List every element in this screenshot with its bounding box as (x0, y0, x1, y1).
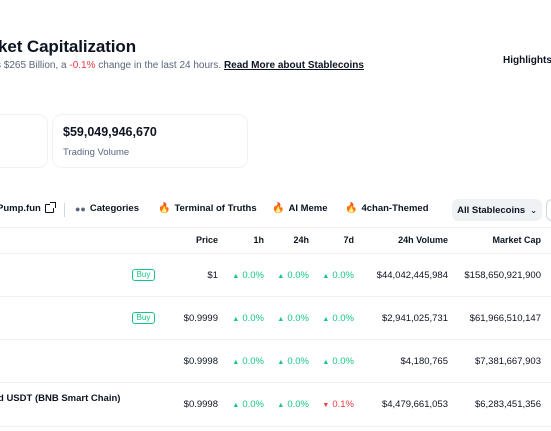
volume-cell: $4,479,661,053 (381, 399, 448, 410)
fire-icon: 🔥 (272, 203, 285, 214)
filter-terminal-label: Terminal of Truths (174, 203, 257, 214)
change-h1: ▲ 0.0% (232, 399, 264, 410)
filter-pumpfun-label: Pump.fun (0, 203, 41, 214)
highlights-toggle[interactable]: Highlights (503, 55, 551, 66)
change-value: 0.0% (242, 356, 264, 367)
caret-up-icon: ▲ (322, 359, 330, 366)
mcap-cell: $7,381,667,903 (474, 356, 541, 367)
mcap-cell: $61,966,510,147 (469, 313, 541, 324)
stat-card-trading-volume: $59,049,946,670 Trading Volume (52, 114, 248, 168)
table-top-border (0, 227, 551, 228)
buy-button[interactable]: Buy (132, 312, 155, 324)
price-cell: $0.9998 (183, 356, 218, 367)
filter-4chan-label: 4chan-Themed (361, 203, 429, 214)
fire-icon: 🔥 (158, 203, 171, 214)
caret-up-icon: ▲ (277, 402, 285, 409)
volume-cell: $2,941,025,731 (381, 313, 448, 324)
trading-volume-value: $59,049,946,670 (63, 125, 157, 139)
change-d7: ▲ 0.0% (322, 270, 354, 281)
table-row[interactable]: Buy $0.9999 ▲ 0.0% ▲ 0.0% ▲ 0.0% $2,941,025,731 $… (0, 297, 551, 340)
price-cell: $1 (207, 270, 218, 281)
change-d7: ▲ 0.0% (322, 356, 354, 367)
stat-card-market-cap (0, 114, 48, 168)
change-value: 0.0% (332, 313, 354, 324)
change-value: 0.1% (332, 399, 354, 410)
price-cell: $0.9998 (183, 399, 218, 410)
page-title: ket Capitalization (0, 37, 137, 56)
fire-icon: 🔥 (345, 203, 358, 214)
change-value: 0.0% (287, 399, 309, 410)
caret-up-icon: ▲ (232, 316, 240, 323)
caret-down-icon: ▼ (322, 402, 330, 409)
chevron-down-icon: ⌄ (530, 205, 537, 215)
filter-pumpfun[interactable]: Pump.fun (0, 202, 56, 214)
caret-up-icon: ▲ (322, 273, 330, 280)
change-value: 0.0% (287, 270, 309, 281)
mcap-cell: $6,283,451,356 (474, 399, 541, 410)
filter-categories-label: Categories (89, 203, 139, 214)
col-header-market-cap[interactable]: Market Cap (492, 235, 541, 245)
change-h24: ▲ 0.0% (277, 399, 309, 410)
volume-cell: $4,180,765 (400, 356, 448, 367)
col-header-24h[interactable]: 24h (293, 235, 309, 245)
summary-prefix: s $265 Billion, a (0, 60, 70, 71)
filter-ai-meme-label: AI Meme (288, 203, 328, 214)
filter-categories[interactable]: ●● Categories (75, 203, 139, 214)
table-row[interactable]: d USDT (BNB Smart Chain) $0.9998 ▲ 0.0% ▲ 0.0… (0, 383, 551, 427)
caret-up-icon: ▲ (277, 359, 285, 366)
external-link-icon (44, 202, 56, 213)
highlights-label: Highlights (503, 55, 551, 66)
change-h24: ▲ 0.0% (277, 270, 309, 281)
price-cell: $0.9999 (183, 313, 218, 324)
all-stablecoins-label: All Stablecoins (457, 204, 526, 216)
buy-button[interactable]: Buy (132, 269, 155, 281)
change-h1: ▲ 0.0% (232, 313, 264, 324)
caret-up-icon: ▲ (232, 359, 240, 366)
table-row[interactable]: $0.9998 ▲ 0.0% ▲ 0.0% ▲ 0.0% $4,180,765 $7,381,6… (0, 340, 551, 383)
filter-4chan-themed[interactable]: 🔥 4chan-Themed (345, 203, 429, 214)
categories-icon: ●● (75, 203, 86, 214)
col-header-1h[interactable]: 1h (253, 235, 264, 245)
change-value: 0.0% (242, 399, 264, 410)
col-header-7d[interactable]: 7d (343, 235, 354, 245)
summary-change: -0.1% (69, 60, 96, 71)
asset-name[interactable]: d USDT (BNB Smart Chain) (0, 393, 121, 404)
change-h24: ▲ 0.0% (277, 356, 309, 367)
change-value: 0.0% (287, 313, 309, 324)
table-header-border (0, 253, 551, 254)
read-more-link[interactable]: Read More about Stablecoins (223, 60, 364, 71)
filter-terminal-of-truths[interactable]: 🔥 Terminal of Truths (158, 203, 257, 214)
change-d7: ▼ 0.1% (322, 399, 354, 410)
market-summary: s $265 Billion, a -0.1% change in the la… (0, 60, 364, 71)
caret-up-icon: ▲ (277, 316, 285, 323)
trading-volume-label: Trading Volume (63, 147, 130, 158)
change-value: 0.0% (332, 356, 354, 367)
change-value: 0.0% (242, 313, 264, 324)
summary-suffix: change in the last 24 hours. (95, 60, 224, 71)
caret-up-icon: ▲ (322, 316, 330, 323)
volume-cell: $44,042,445,984 (376, 270, 448, 281)
caret-up-icon: ▲ (232, 402, 240, 409)
change-value: 0.0% (332, 270, 354, 281)
filter-ai-meme[interactable]: 🔥 AI Meme (272, 203, 328, 214)
caret-up-icon: ▲ (277, 273, 285, 280)
change-h1: ▲ 0.0% (232, 356, 264, 367)
filter-divider (64, 203, 65, 217)
change-d7: ▲ 0.0% (322, 313, 354, 324)
change-h1: ▲ 0.0% (232, 270, 264, 281)
change-value: 0.0% (242, 270, 264, 281)
filter-options-button[interactable] (546, 199, 551, 221)
caret-up-icon: ▲ (232, 273, 240, 280)
col-header-price[interactable]: Price (195, 235, 218, 245)
table-row[interactable]: Buy $1 ▲ 0.0% ▲ 0.0% ▲ 0.0% $44,042,445,984 $158,… (0, 254, 551, 297)
change-value: 0.0% (287, 356, 309, 367)
all-stablecoins-dropdown[interactable]: All Stablecoins ⌄ (452, 199, 542, 221)
change-h24: ▲ 0.0% (277, 313, 309, 324)
mcap-cell: $158,650,921,900 (464, 270, 541, 281)
col-header-24h-volume[interactable]: 24h Volume (398, 235, 448, 245)
